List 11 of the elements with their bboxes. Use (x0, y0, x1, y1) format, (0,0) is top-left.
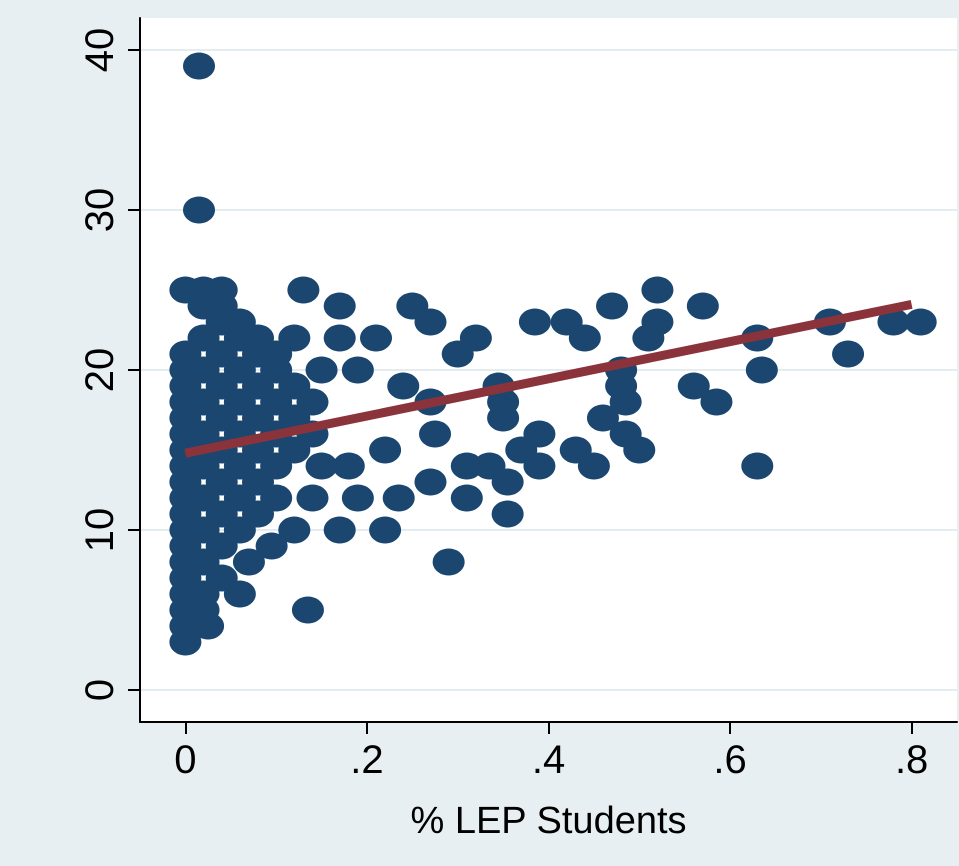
y-tick-label: 30 (78, 188, 122, 232)
y-tick-label: 0 (78, 678, 122, 702)
y-tick-label: 10 (78, 508, 122, 552)
x-tick-label: .2 (350, 738, 384, 782)
x-tick-label: .6 (713, 738, 747, 782)
x-axis-title: % LEP Students (410, 800, 687, 842)
y-tick-label: 40 (78, 28, 122, 72)
x-tick-label: .4 (532, 738, 566, 782)
x-tick-label: .8 (894, 738, 928, 782)
x-tick-label: 0 (174, 738, 197, 782)
y-tick-label: 20 (78, 348, 122, 392)
